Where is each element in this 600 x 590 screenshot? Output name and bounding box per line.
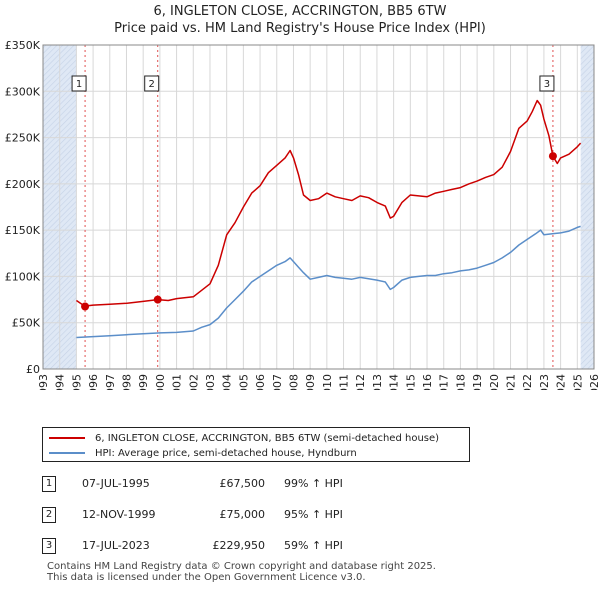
x-tick-label: 2017 [438,374,451,390]
plot-frame [42,44,595,370]
sale-date-3: 17-JUL-2023 [82,539,150,552]
sale-marker-label: 1 [76,79,82,90]
sale-point [548,152,557,161]
sale-badge-2: 2 [42,507,56,523]
legend-swatch-hpi [49,452,85,454]
footer-licence: This data is licensed under the Open Gov… [47,572,366,583]
x-tick-label: 1993 [37,374,50,390]
x-tick-label: 1997 [104,374,117,390]
x-tick-label: 2013 [371,374,384,390]
shade-region-after [580,45,594,369]
chart-title-line1: 6, INGLETON CLOSE, ACCRINGTON, BB5 6TW [153,4,447,19]
x-tick-label: 2018 [454,374,467,390]
x-tick-label: 2001 [171,374,184,390]
x-tick-label: 2006 [254,374,267,390]
x-tick-label: 2009 [304,374,317,390]
chart-title-line2: Price paid vs. HM Land Registry's House … [114,21,486,36]
y-tick-label: £0 [26,363,40,376]
sale-marker-box [539,75,555,92]
x-tick-label: 2015 [404,374,417,390]
sale-marker-box [144,75,160,92]
x-tick-label: 2003 [204,374,217,390]
y-tick-label: £250K [5,132,41,145]
x-tick-label: 2000 [154,374,167,390]
sale-price-2: £75,000 [219,508,266,521]
legend-swatch-property [49,437,85,439]
y-tick-label: £200K [5,178,41,191]
x-tick-label: 2010 [321,374,334,390]
x-tick-label: 2007 [271,374,284,390]
x-tick-label: 2008 [287,374,300,390]
x-tick-label: 2011 [338,374,351,390]
x-tick-label: 1998 [120,374,133,390]
legend-item-property: 6, INGLETON CLOSE, ACCRINGTON, BB5 6TW (… [49,431,439,445]
sale-point [81,302,90,311]
legend-label-hpi: HPI: Average price, semi-detached house,… [95,447,357,459]
sale-badge-1: 1 [42,476,56,492]
x-tick-label: 1995 [70,374,83,390]
price-chart: 1 2 3 £0 £50K £100K £150K £200K £250K £300K £350K… [5,39,600,390]
x-tick-label: 1996 [87,374,100,390]
x-tick-label: 2022 [521,374,534,390]
sale-price-1: £67,500 [219,477,266,490]
y-tick-label: £50K [12,317,41,330]
sale-marker-label: 3 [544,79,550,90]
legend-label-property: 6, INGLETON CLOSE, ACCRINGTON, BB5 6TW (… [95,432,440,444]
x-tick-label: 2020 [488,374,501,390]
x-tick-label: 2025 [571,374,584,390]
footer-copyright: Contains HM Land Registry data © Crown c… [47,561,436,572]
sale-point [153,295,162,304]
y-tick-label: £150K [5,224,41,237]
sale-marker-label: 2 [149,79,155,90]
x-tick-label: 1994 [54,374,67,390]
sale-hpi-3: 59% ↑ HPI [284,539,343,552]
sale-hpi-2: 95% ↑ HPI [284,508,343,521]
x-tick-label: 2019 [471,374,484,390]
sale-date-1: 07-JUL-1995 [82,477,150,490]
hpi-series-line [76,225,581,339]
x-tick-label: 2026 [588,374,600,390]
x-tick-label: 1999 [137,374,150,390]
sale-hpi-1: 99% ↑ HPI [284,477,343,490]
x-tick-label: 2014 [388,374,401,390]
x-tick-label: 2021 [505,374,518,390]
x-tick-label: 2016 [421,374,434,390]
sale-badge-3: 3 [42,538,56,554]
x-tick-label: 2002 [187,374,200,390]
x-tick-label: 2023 [538,374,551,390]
property-series-line [75,99,582,307]
y-tick-label: £300K [5,85,41,98]
legend-item-hpi: HPI: Average price, semi-detached house,… [49,446,357,460]
sale-date-2: 12-NOV-1999 [82,508,156,521]
sale-marker-box [71,75,87,92]
x-tick-label: 2005 [237,374,250,390]
x-tick-label: 2004 [221,374,234,390]
x-tick-label: 2024 [555,374,568,390]
y-tick-label: £350K [5,39,41,52]
legend: 6, INGLETON CLOSE, ACCRINGTON, BB5 6TW (… [42,427,470,462]
y-tick-label: £100K [5,270,41,283]
x-tick-label: 2012 [354,374,367,390]
sale-price-3: £229,950 [212,539,266,552]
